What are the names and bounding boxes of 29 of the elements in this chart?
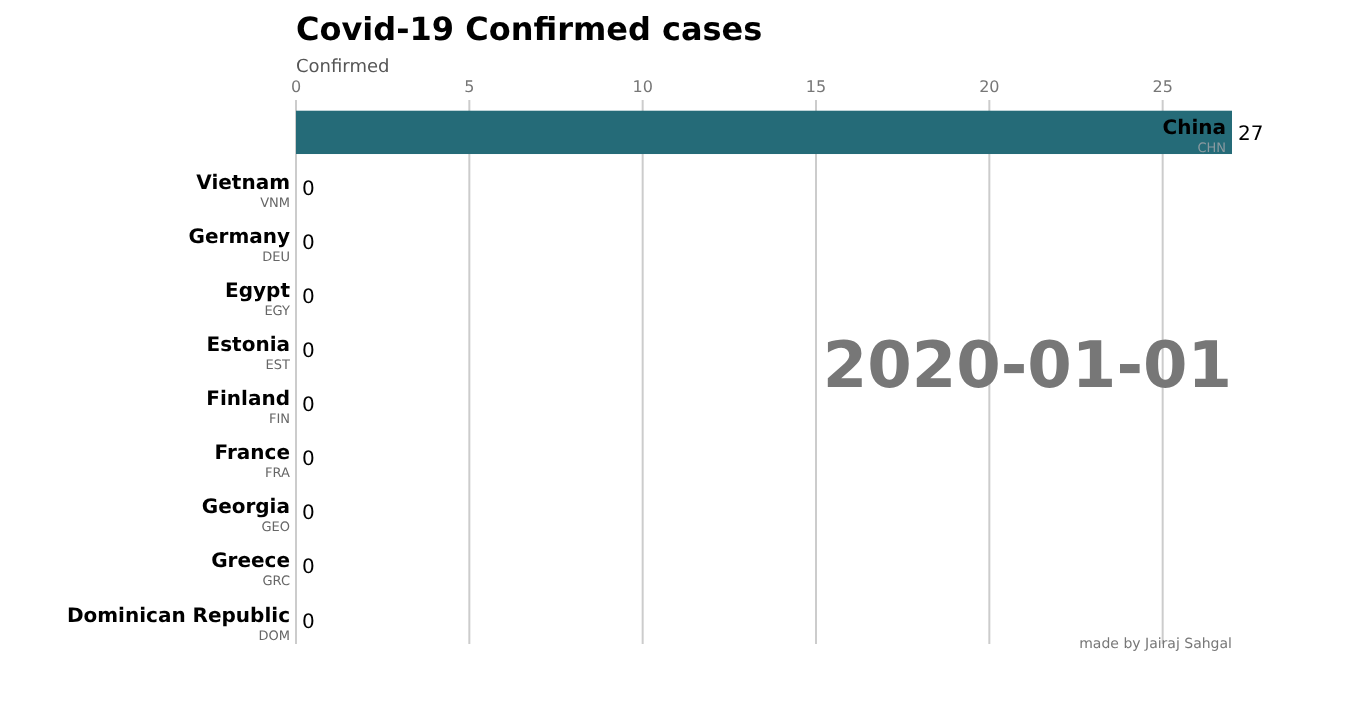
data-label: 0 bbox=[302, 286, 315, 309]
x-tick-label: 10 bbox=[632, 78, 653, 96]
data-label: 0 bbox=[302, 232, 315, 255]
data-label: 0 bbox=[302, 340, 315, 363]
data-label: 0 bbox=[302, 503, 315, 526]
data-label: 0 bbox=[302, 557, 315, 580]
x-tick-label: 5 bbox=[464, 78, 475, 96]
y-tick-label: Egypt bbox=[225, 280, 291, 303]
data-label: 0 bbox=[302, 395, 315, 418]
x-axis-title: Confirmed bbox=[296, 58, 390, 78]
x-tick-label: 0 bbox=[290, 78, 302, 96]
y-tick-label: Vietnam bbox=[196, 172, 290, 195]
y-tick-label: Dominican Republic bbox=[66, 605, 291, 628]
y-tick-label: Finland bbox=[206, 389, 290, 412]
y-tick-label: Germany bbox=[188, 226, 291, 249]
y-tick-label: China bbox=[1162, 118, 1226, 141]
chart-title: Covid-19 Confirmed cases bbox=[296, 10, 763, 48]
data-label: 27 bbox=[1238, 124, 1264, 147]
y-tick-label: Estonia bbox=[206, 334, 290, 357]
data-label: 0 bbox=[302, 611, 315, 634]
annotation: 2020-01-01 bbox=[822, 327, 1232, 404]
x-tick-label: 20 bbox=[979, 78, 1000, 96]
data-label: 0 bbox=[302, 178, 315, 201]
y-tick-label: Georgia bbox=[201, 497, 290, 520]
y-tick-label: France bbox=[214, 443, 291, 466]
x-tick-label: 25 bbox=[1152, 78, 1173, 96]
x-tick-label: 15 bbox=[805, 78, 827, 96]
y-tick-label: Greece bbox=[211, 551, 291, 574]
data-label: 0 bbox=[302, 449, 315, 472]
